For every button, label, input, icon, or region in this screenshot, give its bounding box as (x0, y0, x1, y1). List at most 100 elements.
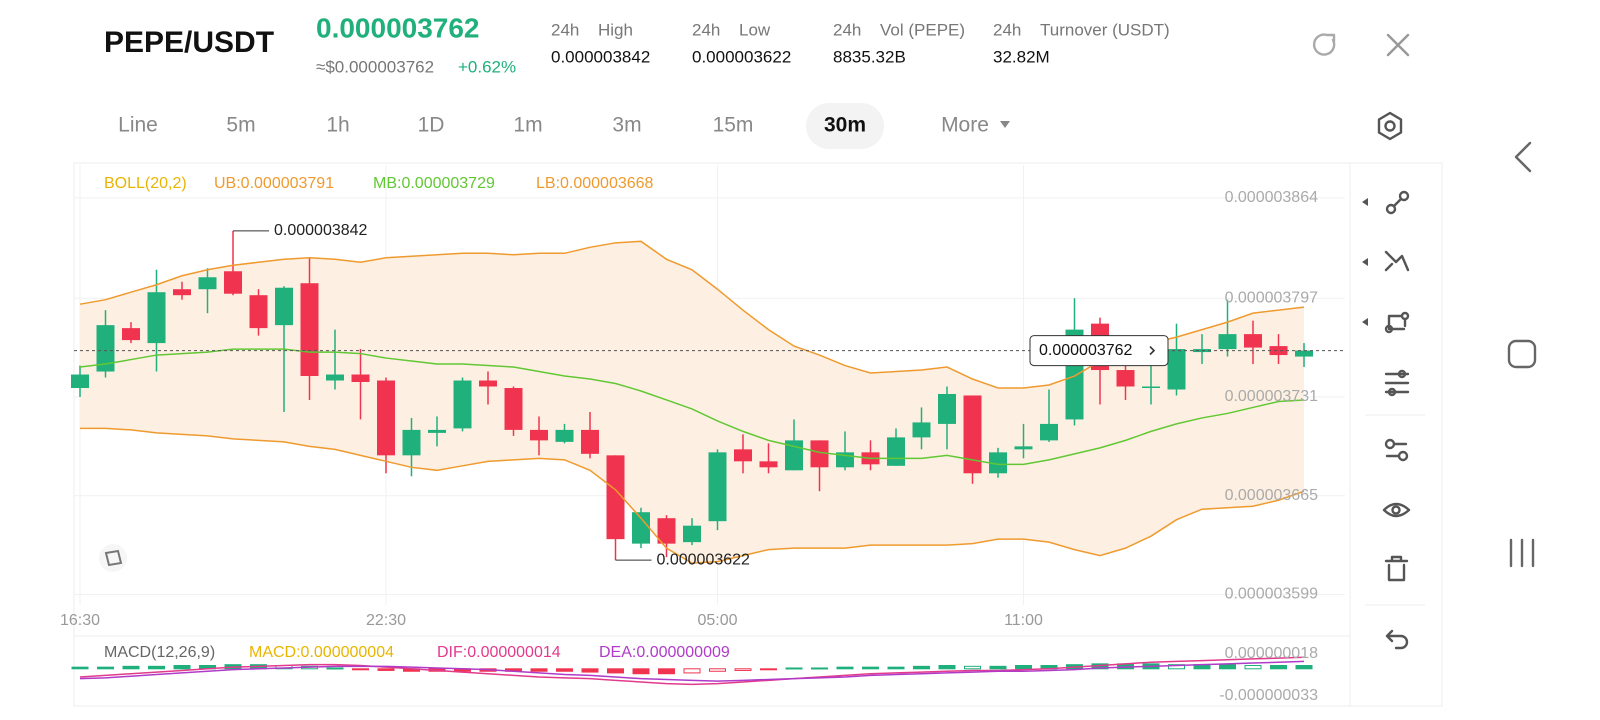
macd-bar (377, 668, 395, 671)
change: +0.62% (458, 57, 516, 76)
tool-visibility[interactable] (1382, 502, 1411, 518)
nav-recent[interactable] (1509, 538, 1535, 568)
legend-entry: MACD:0.000000004 (249, 644, 394, 661)
legend-entry: DEA:0.000000009 (599, 644, 730, 661)
last-price-label: 0.000003762 (1039, 342, 1133, 359)
tool-delete[interactable] (1384, 555, 1409, 582)
candle-body (887, 437, 905, 466)
x-tick-label: 16:30 (60, 612, 100, 629)
candle-body (1167, 349, 1186, 390)
macd-bar (1270, 665, 1287, 670)
candle-body (224, 271, 242, 294)
macd-bar (556, 668, 573, 672)
y-tick-label: 0.000003797 (1225, 289, 1319, 306)
candle-body (479, 380, 497, 387)
dropdown-caret (1000, 121, 1010, 128)
price: 0.000003762 (316, 12, 480, 43)
boll-line (80, 427, 1305, 564)
y-tick-label: -0.000000033 (1219, 687, 1318, 704)
y-tick-label: 0.000003599 (1225, 586, 1319, 603)
macd-bar (785, 667, 803, 670)
macd-bar (658, 668, 675, 675)
timeframe-tab[interactable]: 3m (612, 114, 641, 137)
stat-label: Low (739, 20, 771, 39)
tool-trend[interactable] (1384, 250, 1410, 272)
nav-home[interactable] (1507, 339, 1537, 369)
refresh-button[interactable] (1312, 33, 1336, 56)
candle-body (453, 380, 472, 429)
candle-body (147, 292, 166, 344)
timeframe-tab[interactable]: 15m (713, 114, 754, 137)
tool-fib[interactable] (1384, 369, 1410, 397)
timeframe-tab[interactable]: 1m (513, 114, 542, 137)
macd-title: MACD(12,26,9) (104, 644, 215, 661)
candle-body (504, 387, 523, 430)
candle-body (1244, 334, 1262, 348)
chart-toggle[interactable] (99, 544, 127, 572)
candle-body (1040, 423, 1058, 441)
last-price-tag[interactable] (1029, 335, 1169, 367)
macd-bar (964, 665, 981, 670)
tool-shape[interactable] (1384, 311, 1410, 334)
candle-body (402, 429, 421, 456)
candle-body (300, 283, 319, 377)
timeframe-tab[interactable]: 1h (326, 114, 349, 137)
macd-bar (530, 668, 548, 672)
macd-bar (836, 666, 854, 670)
macd-bar (607, 668, 624, 674)
close-button[interactable] (1386, 33, 1410, 57)
timeframe-tab[interactable]: 30m (824, 114, 866, 137)
candle-body (1142, 386, 1160, 388)
y-tick-label: 0.000003665 (1225, 487, 1319, 504)
candle-body (1295, 350, 1313, 357)
macd-bar (862, 666, 879, 670)
tool-expand (1362, 198, 1368, 326)
timeframe-tab[interactable]: 1D (418, 114, 445, 137)
macd-bar (760, 668, 777, 671)
candle-body (249, 295, 268, 329)
max-label: 0.000003842 (274, 222, 368, 239)
macd-bar (989, 665, 1007, 670)
macd-bar (632, 668, 650, 675)
macd-line (79, 656, 1305, 686)
stat-label: High (598, 20, 633, 39)
candle-body (1116, 370, 1135, 387)
stat-period: 24h (692, 20, 720, 39)
timeframe-tab[interactable]: More (941, 114, 989, 137)
macd-bar (148, 665, 165, 670)
macd-bar (811, 667, 828, 670)
timeframe-tab[interactable]: Line (118, 114, 158, 137)
candle-body (632, 512, 650, 544)
macd-bar (734, 668, 752, 671)
macd-bar (581, 668, 599, 673)
tool-undo[interactable] (1385, 629, 1409, 650)
settings-button[interactable] (1377, 111, 1403, 141)
macd-bar (97, 666, 114, 670)
candle-body (1014, 446, 1033, 450)
candle-body (71, 374, 89, 388)
y-tick-label: 0.000003864 (1225, 189, 1319, 206)
macd-bar (326, 667, 344, 670)
legend-entry: LB:0.000003668 (536, 175, 654, 192)
candle-body (683, 525, 701, 543)
macd-bar (352, 668, 369, 671)
macd-bar (913, 665, 930, 670)
stat-label: Vol (PEPE) (880, 20, 965, 39)
tool-link[interactable] (1384, 438, 1409, 462)
tag-chevron (1149, 346, 1156, 356)
macd-bar (1219, 664, 1236, 670)
candle-body (351, 374, 370, 383)
nav-back[interactable] (1514, 141, 1532, 173)
macd-bar (1015, 665, 1032, 670)
macd-bar (938, 665, 956, 670)
candle-body (912, 422, 931, 438)
tool-segment[interactable] (1385, 190, 1410, 215)
macd-bar (1244, 665, 1262, 670)
chart-frame (73, 162, 1443, 707)
x-tick-label: 11:00 (1004, 612, 1043, 629)
timeframe-tab[interactable]: 5m (226, 114, 255, 137)
y-tick-label: 0.000000018 (1225, 645, 1319, 662)
system-nav (1507, 141, 1537, 568)
